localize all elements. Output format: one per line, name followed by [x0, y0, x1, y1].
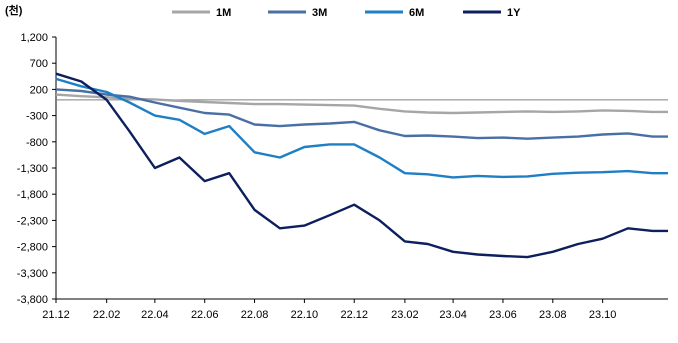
x-tick-label: 23.10	[589, 309, 617, 321]
y-tick-label: -800	[26, 137, 48, 149]
y-tick-label: -2,300	[17, 215, 48, 227]
series-line-3m	[55, 88, 668, 140]
series-line-1y	[55, 72, 668, 259]
y-tick-label: -2,800	[17, 242, 48, 254]
x-tick-label: 21.12	[42, 309, 70, 321]
y-tick-label: 200	[30, 84, 48, 96]
series-line-1m	[55, 93, 668, 115]
x-tick-label: 22.08	[241, 309, 269, 321]
legend: 1M 3M 6M 1Y	[172, 7, 521, 19]
x-tick-label: 22.10	[291, 309, 319, 321]
axes	[55, 37, 668, 300]
series-lines	[55, 72, 668, 259]
series-line-6m	[55, 77, 668, 179]
y-tick-label: -3,300	[17, 268, 48, 280]
y-tick-label: -1,800	[17, 189, 48, 201]
legend-label-1m: 1M	[216, 7, 231, 19]
y-tick-label: -300	[26, 111, 48, 123]
x-tick-label: 22.06	[191, 309, 219, 321]
x-tick-label: 23.04	[439, 309, 467, 321]
legend-label-1y: 1Y	[507, 7, 521, 19]
y-tick-label: 1,200	[20, 32, 48, 44]
y-axis-unit-label: (천)	[5, 3, 23, 17]
x-tick-label: 22.04	[141, 309, 169, 321]
x-tick-label: 23.06	[489, 309, 517, 321]
x-tick-label: 23.02	[391, 309, 419, 321]
legend-label-3m: 3M	[312, 7, 327, 19]
x-tick-label: 23.08	[539, 309, 567, 321]
y-tick-label: -1,300	[17, 163, 48, 175]
y-axis-ticks: 1,200 700 200 -300 -800 -1,300 -1,800 -2,300 -2,…	[17, 32, 56, 306]
y-tick-label: 700	[30, 58, 48, 70]
y-tick-label: -3,800	[17, 294, 48, 306]
legend-label-6m: 6M	[409, 7, 424, 19]
x-tick-label: 22.12	[340, 309, 368, 321]
x-axis-ticks: 21.12 22.02 22.04 22.06 22.08 22.10 22.12 23.02…	[42, 299, 616, 321]
x-tick-label: 22.02	[93, 309, 121, 321]
